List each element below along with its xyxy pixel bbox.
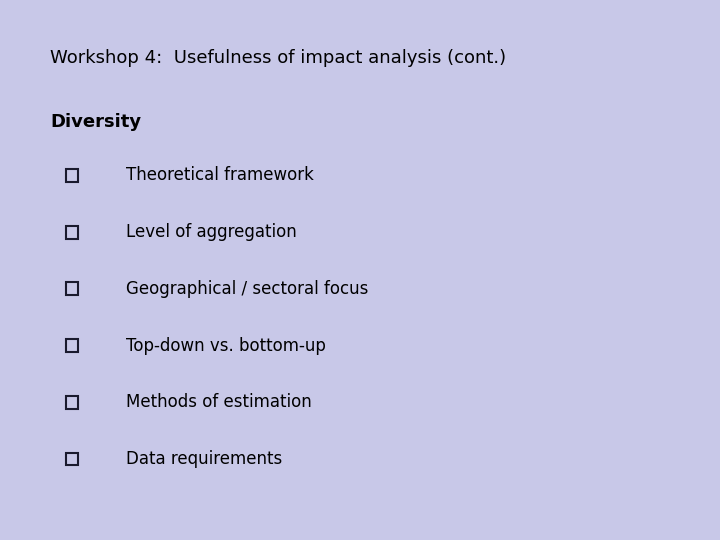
Text: Theoretical framework: Theoretical framework <box>126 166 314 185</box>
Text: Data requirements: Data requirements <box>126 450 282 468</box>
Text: Level of aggregation: Level of aggregation <box>126 223 297 241</box>
Text: Diversity: Diversity <box>50 113 142 131</box>
FancyBboxPatch shape <box>66 396 78 409</box>
Text: Top-down vs. bottom-up: Top-down vs. bottom-up <box>126 336 326 355</box>
FancyBboxPatch shape <box>66 169 78 182</box>
Text: Workshop 4:  Usefulness of impact analysis (cont.): Workshop 4: Usefulness of impact analysi… <box>50 49 507 66</box>
FancyBboxPatch shape <box>66 453 78 465</box>
Text: Methods of estimation: Methods of estimation <box>126 393 312 411</box>
Text: Geographical / sectoral focus: Geographical / sectoral focus <box>126 280 369 298</box>
FancyBboxPatch shape <box>66 282 78 295</box>
FancyBboxPatch shape <box>66 339 78 352</box>
FancyBboxPatch shape <box>66 226 78 239</box>
